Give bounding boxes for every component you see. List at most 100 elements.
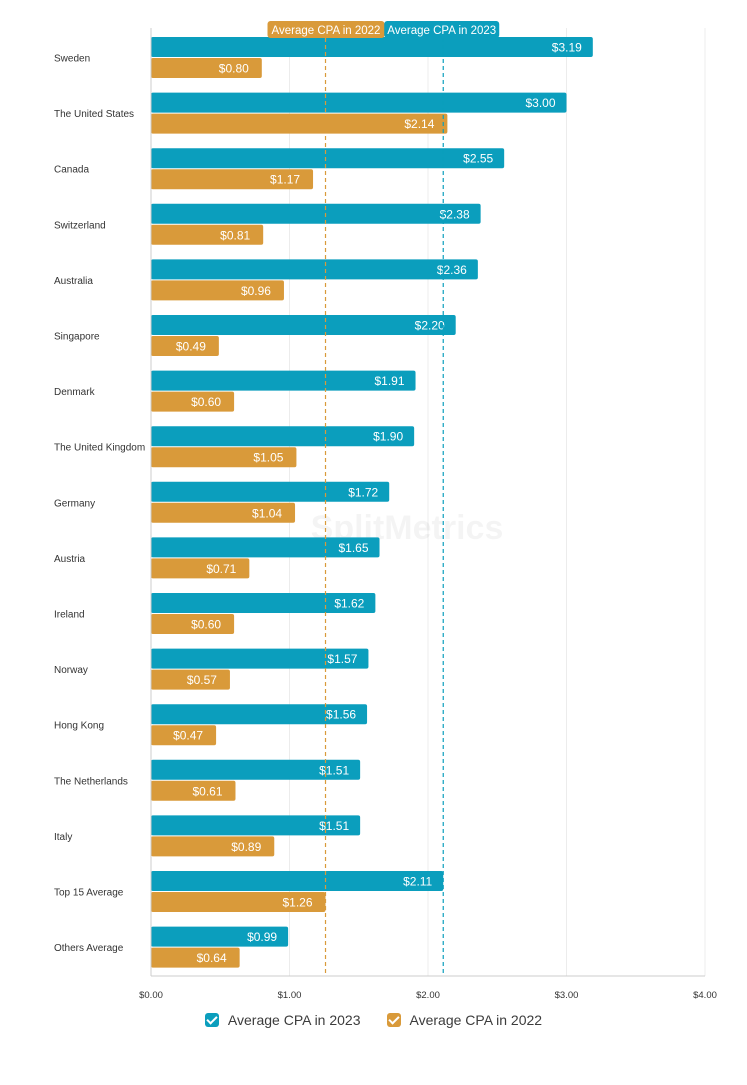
bar-2023: [151, 426, 415, 447]
legend-label-2023: Average CPA in 2023: [227, 1012, 361, 1028]
data-label: $0.57: [187, 673, 217, 687]
data-label: $0.64: [197, 951, 227, 965]
bar-2023: [151, 481, 390, 502]
checkbox-checked-icon[interactable]: [386, 1013, 401, 1027]
category-label: Denmark: [54, 387, 96, 398]
data-label: $2.20: [415, 319, 445, 333]
bar-2023: [151, 315, 456, 335]
bar-2022: [151, 892, 326, 912]
data-label: $0.47: [173, 729, 203, 743]
bar-2022: [151, 836, 275, 857]
data-label: $1.65: [338, 541, 368, 555]
bar-2022: [151, 58, 262, 78]
x-tick-label: $3.00: [555, 990, 579, 1001]
category-label: Top 15 Average: [54, 888, 124, 899]
data-label: $1.04: [252, 506, 282, 520]
bar-2023: [151, 648, 369, 669]
data-label: $3.00: [525, 96, 555, 110]
bar-2022: [151, 280, 284, 301]
bar-2023: [151, 203, 481, 224]
data-label: $0.81: [220, 228, 250, 242]
bar-2022: [151, 113, 448, 134]
legend-item-2023[interactable]: Average CPA in 2023: [204, 1012, 361, 1028]
category-label: Singapore: [54, 332, 100, 343]
data-label: $1.91: [375, 374, 405, 388]
bar-2022: [151, 169, 314, 190]
category-label: Hong Kong: [54, 721, 104, 732]
data-label: $2.11: [403, 875, 432, 889]
category-label: Canada: [54, 165, 89, 176]
data-label: $2.38: [440, 207, 470, 221]
data-label: $1.72: [348, 485, 378, 499]
data-label: $0.89: [231, 840, 261, 854]
data-label: $3.19: [552, 41, 582, 55]
bar-2022: [151, 558, 250, 579]
bar-2022: [151, 725, 217, 746]
data-label: $1.26: [282, 896, 312, 910]
category-label: The United Kingdom: [54, 443, 145, 454]
bar-2022: [151, 447, 297, 468]
category-label: Others Average: [54, 943, 124, 954]
data-label: $0.99: [247, 930, 277, 944]
data-label: $2.36: [437, 263, 467, 277]
bar-2023: [151, 815, 361, 836]
x-tick-label: $4.00: [693, 990, 717, 1001]
data-label: $0.80: [219, 62, 249, 76]
bar-2023: [151, 370, 416, 391]
bar-2022: [151, 502, 296, 523]
category-label: Austria: [54, 554, 86, 565]
bar-2022: [151, 614, 235, 634]
category-label: Germany: [54, 498, 95, 509]
x-tick-label: $2.00: [416, 990, 440, 1001]
category-label: Switzerland: [54, 220, 106, 231]
bar-2022: [151, 780, 236, 801]
category-label: Italy: [54, 832, 72, 843]
data-label: $0.61: [192, 784, 222, 798]
category-label: The Netherlands: [54, 776, 128, 787]
data-label: $0.60: [191, 618, 221, 632]
data-label: $2.14: [404, 117, 434, 131]
bar-2022: [151, 391, 235, 412]
checkbox-checked-icon[interactable]: [204, 1013, 219, 1027]
reference-tag: [384, 21, 500, 38]
data-label: $2.55: [463, 152, 493, 166]
bar-2023: [151, 37, 593, 57]
reference-label: Average CPA in 2022: [272, 25, 381, 37]
data-label: $1.51: [319, 763, 349, 777]
bar-2022: [151, 224, 264, 245]
data-label: $0.96: [241, 284, 271, 298]
bar-2022: [151, 336, 219, 356]
data-label: $1.57: [327, 652, 357, 666]
data-label: $1.56: [326, 708, 356, 722]
bar-2022: [151, 669, 230, 690]
bar-2023: [151, 704, 368, 725]
legend-label-2022: Average CPA in 2022: [409, 1012, 543, 1028]
bar-2023: [151, 759, 361, 780]
bar-2023: [151, 926, 289, 947]
bar-2023: [151, 259, 478, 280]
category-label: The United States: [54, 109, 134, 120]
data-label: $1.17: [270, 173, 300, 187]
data-label: $0.49: [176, 340, 206, 354]
x-tick-label: $1.00: [278, 990, 302, 1001]
data-label: $0.71: [206, 562, 236, 576]
bar-2022: [151, 947, 240, 968]
reference-tag: [267, 21, 385, 38]
data-label: $1.05: [253, 451, 283, 465]
reference-label: Average CPA in 2023: [387, 25, 496, 37]
category-label: Sweden: [54, 54, 90, 65]
bar-2023: [151, 148, 505, 169]
bar-2023: [151, 92, 567, 113]
data-label: $1.62: [334, 597, 364, 611]
category-label: Norway: [54, 665, 88, 676]
bar-2023: [151, 593, 376, 613]
category-label: Ireland: [54, 610, 85, 621]
x-tick-label: $0.00: [139, 990, 163, 1001]
data-label: $0.60: [191, 395, 221, 409]
bar-2023: [151, 871, 444, 891]
legend-item-2022[interactable]: Average CPA in 2022: [386, 1012, 543, 1028]
data-label: $1.90: [373, 430, 403, 444]
data-label: $1.51: [319, 819, 349, 833]
